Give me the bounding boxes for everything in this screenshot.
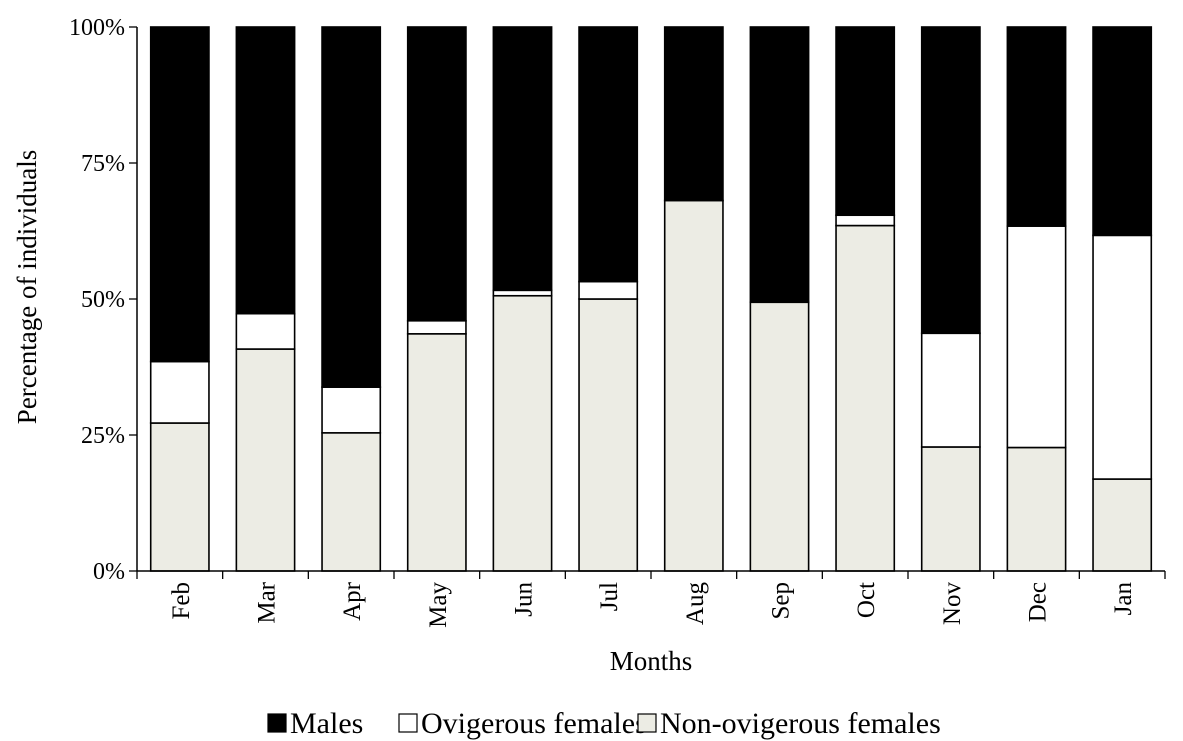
bar-apr-seg2 (322, 27, 380, 387)
bar-nov-seg1 (922, 333, 980, 447)
bar-oct-seg1 (836, 215, 894, 225)
bar-may-seg1 (408, 321, 466, 334)
y-axis-title: Percentage of individuals (12, 150, 42, 424)
legend-label-non-ovigerous: Non-ovigerous females (660, 707, 941, 740)
legend-label-ovigerous: Ovigerous females (421, 707, 647, 740)
bar-nov-seg0 (922, 447, 980, 571)
bar-jun-seg0 (493, 296, 551, 571)
y-tick-label: 75% (81, 151, 125, 177)
bar-feb-seg0 (151, 423, 209, 571)
bar-dec-seg2 (1007, 27, 1065, 226)
bar-sep-seg2 (750, 27, 808, 302)
bar-aug-seg0 (665, 201, 723, 571)
x-tick-label: Mar (254, 581, 281, 623)
bar-jul-seg1 (579, 282, 637, 299)
bar-mar-seg2 (236, 27, 294, 314)
bar-sep-seg0 (750, 302, 808, 571)
legend-swatch-males (268, 714, 286, 732)
bar-oct-seg2 (836, 27, 894, 215)
x-axis-title: Months (610, 646, 693, 676)
legend-label-males: Males (290, 707, 363, 740)
bar-feb-seg2 (151, 27, 209, 362)
legend: Males Ovigerous females Non-ovigerous fe… (268, 707, 941, 740)
bar-jun-seg2 (493, 27, 551, 290)
bar-aug-seg2 (665, 27, 723, 201)
x-tick-label: Jun (511, 582, 538, 617)
x-tick-label: Apr (339, 581, 366, 621)
bar-mar-seg1 (236, 314, 294, 349)
legend-swatch-ovigerous (399, 714, 417, 732)
x-tick-label: Nov (939, 582, 966, 626)
bar-feb-seg1 (151, 362, 209, 423)
bar-may-seg2 (408, 27, 466, 321)
x-tick-label: Jul (596, 582, 623, 611)
x-tick-label: Sep (768, 582, 795, 620)
bar-apr-seg1 (322, 387, 380, 433)
x-tick-label: May (425, 582, 452, 628)
bar-jan-seg1 (1093, 235, 1151, 479)
legend-swatch-non-ovigerous (638, 714, 656, 732)
y-tick-label: 0% (93, 559, 125, 585)
bar-jul-seg0 (579, 299, 637, 571)
bar-oct-seg0 (836, 226, 894, 571)
bar-jul-seg2 (579, 27, 637, 282)
x-tick-label: Feb (168, 582, 195, 620)
x-tick-label: Aug (682, 582, 709, 626)
bar-dec-seg1 (1007, 226, 1065, 447)
bar-may-seg0 (408, 334, 466, 571)
bars-group (151, 27, 1152, 571)
bar-jan-seg2 (1093, 27, 1151, 235)
y-tick-label: 50% (81, 287, 125, 313)
bar-dec-seg0 (1007, 448, 1065, 571)
y-tick-label: 100% (69, 15, 125, 41)
bar-nov-seg2 (922, 27, 980, 333)
bar-mar-seg0 (236, 349, 294, 571)
bar-apr-seg0 (322, 433, 380, 571)
bar-jun-seg1 (493, 290, 551, 295)
x-tick-label: Jan (1110, 582, 1137, 616)
x-tick-label: Oct (853, 582, 880, 618)
x-tick-label: Dec (1025, 582, 1052, 622)
y-tick-label: 25% (81, 423, 125, 449)
bar-jan-seg0 (1093, 479, 1151, 571)
